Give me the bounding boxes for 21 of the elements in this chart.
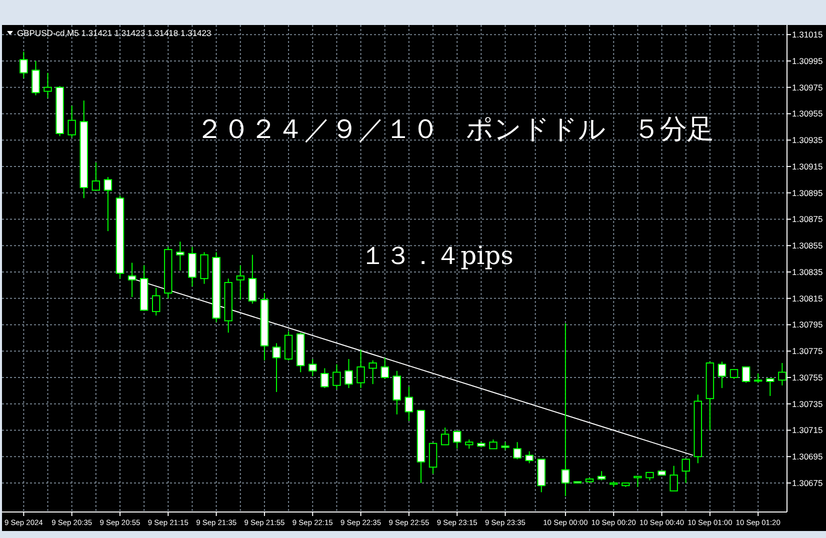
annotation: １３．４pips: [360, 241, 514, 270]
y-tick-label: 1.31015: [792, 30, 823, 40]
y-tick-label: 1.30795: [792, 320, 823, 330]
y-tick-label: 1.30975: [792, 82, 823, 92]
chart-title: GBPUSD-cd,M5 1.31421 1.31423 1.31418 1.31423: [17, 28, 212, 38]
y-tick-label: 1.30735: [792, 398, 823, 409]
y-tick-label: 1.30835: [792, 266, 823, 277]
y-tick-label: 1.30935: [792, 135, 823, 146]
y-tick-label: 1.30815: [792, 293, 823, 304]
y-tick-label: 1.30775: [792, 346, 823, 356]
y-tick-label: 1.30875: [792, 214, 823, 224]
y-tick-label: 1.30755: [792, 372, 823, 382]
y-tick-label: 1.30695: [792, 452, 823, 462]
y-tick-label: 1.30855: [792, 240, 823, 251]
y-tick-label: 1.30895: [792, 188, 823, 198]
y-tick-label: 1.30675: [792, 478, 823, 488]
y-tick-label: 1.30955: [792, 108, 823, 119]
y-tick-label: 1.30715: [792, 425, 823, 436]
y-tick-label: 1.30995: [792, 56, 823, 66]
y-tick-label: 1.30915: [792, 161, 823, 172]
annotation: ２０２４／９／１０ ポンドドル ５分足: [196, 114, 714, 145]
